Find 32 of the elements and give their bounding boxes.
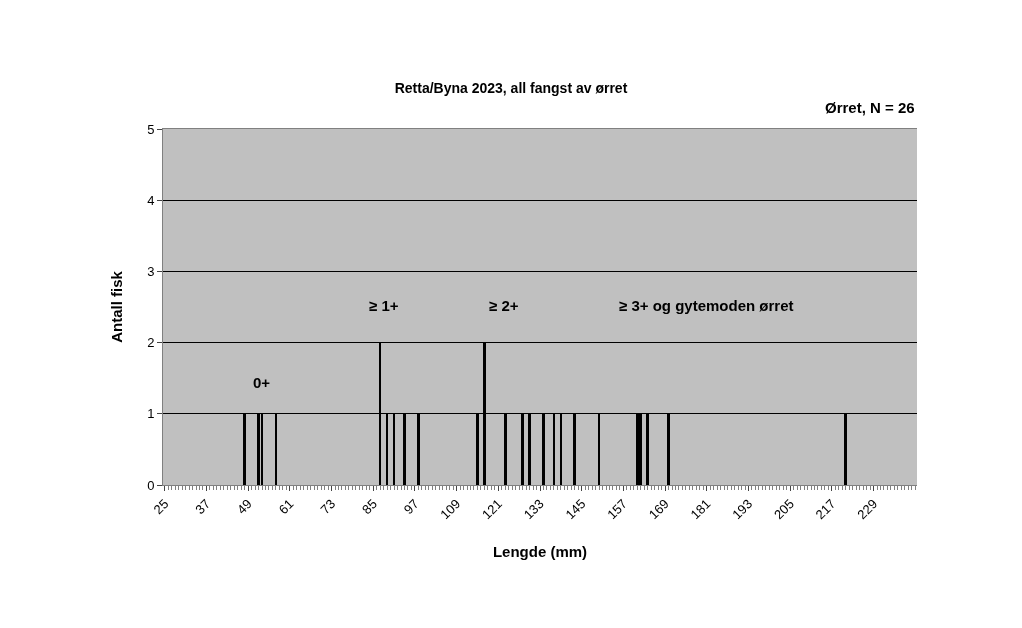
x-tick-label: 217 [812,496,839,523]
x-tick-label: 97 [400,496,422,518]
y-tick-label: 4 [147,192,155,208]
annotation: ≥ 1+ [369,297,399,314]
x-tick-label: 25 [150,496,172,518]
annotation: ≥ 3+ og gytemoden ørret [619,297,794,314]
x-tick-label: 133 [520,496,547,523]
y-tick-label: 5 [147,121,155,137]
annotation: 0+ [253,374,271,391]
x-tick-label: 121 [479,496,506,523]
x-tick-label: 229 [854,496,881,523]
x-tick-label: 61 [275,496,297,518]
x-tick-label: 205 [770,496,797,523]
x-tick-label: 37 [192,496,214,518]
x-tick-label: 157 [604,496,631,523]
y-tick-label: 1 [147,406,155,422]
x-tick-label: 181 [687,496,714,523]
x-tick-label: 193 [729,496,756,523]
y-tick-label: 2 [147,335,155,351]
x-tick-label: 109 [437,496,464,523]
x-tick-label: 145 [562,496,589,523]
x-axis-title: Lengde (mm) [492,543,588,561]
y-axis-title: Antall fisk [108,270,126,343]
x-tick-label: 49 [234,496,255,518]
text: Ørret, N = 26 [825,99,915,116]
annotation: ≥ 2+ [489,297,519,314]
x-tick-label: 169 [645,496,672,523]
chart-title: Retta/Byna 2023, all fangst av ørret [394,79,628,96]
y-tick-label: 0 [147,477,155,493]
x-tick-label: 73 [317,496,339,518]
y-tick-label: 3 [147,263,155,279]
x-tick-label: 85 [359,496,380,518]
